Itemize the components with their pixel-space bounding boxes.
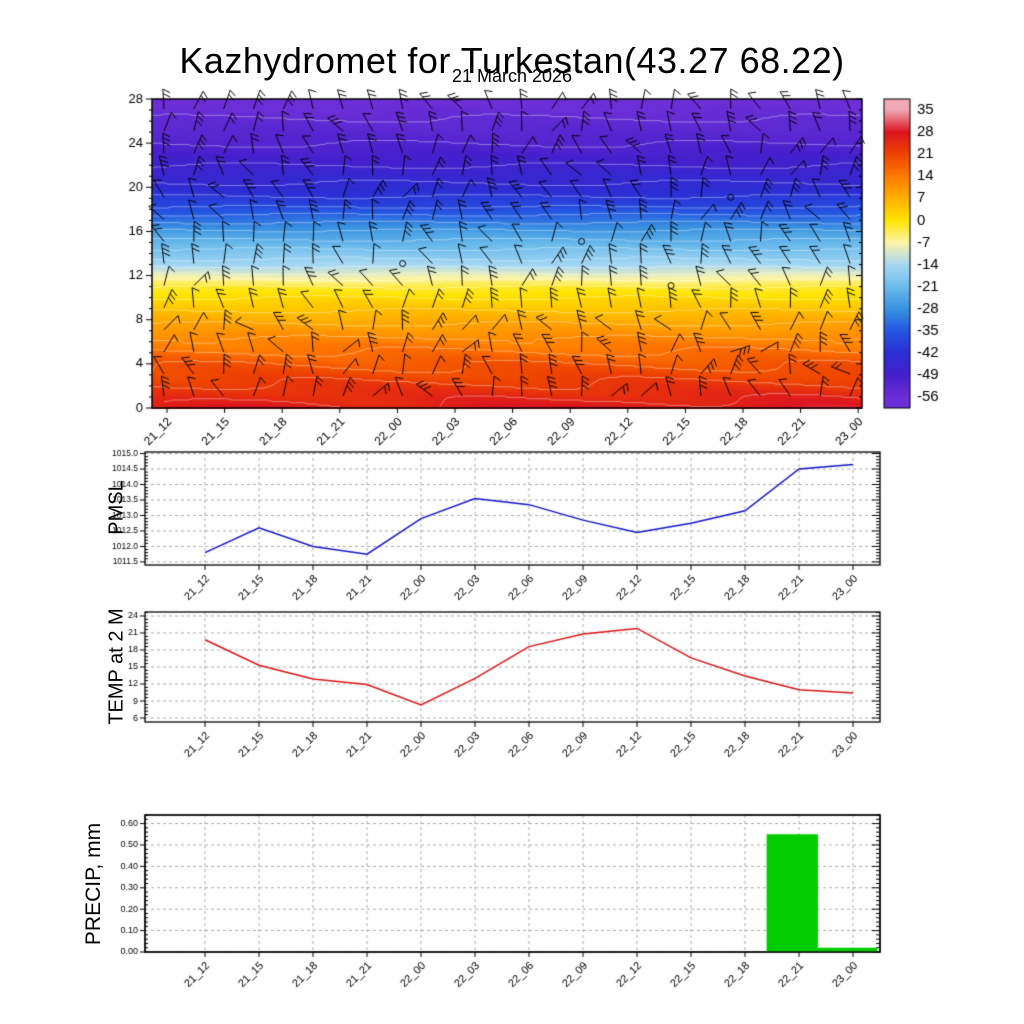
precip-axis-label: PRECIP, mm (82, 822, 105, 946)
page-title: Kazhydromet for Turkestan(43.27 68.22) (179, 40, 845, 82)
temp-axis-label: TEMP at 2 M (105, 608, 128, 725)
date-subtitle: 21 March 2026 (451, 66, 573, 86)
